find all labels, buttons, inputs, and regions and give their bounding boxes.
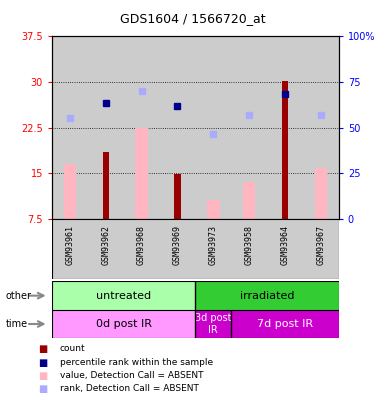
Bar <box>243 182 255 219</box>
Bar <box>174 174 181 219</box>
Bar <box>52 281 195 310</box>
Text: untreated: untreated <box>96 291 151 301</box>
Text: 7d post IR: 7d post IR <box>257 319 313 329</box>
Bar <box>52 36 88 219</box>
Text: ■: ■ <box>38 358 48 368</box>
Bar <box>231 36 267 219</box>
Bar <box>124 219 159 279</box>
Text: GSM93973: GSM93973 <box>209 225 218 265</box>
Bar <box>52 219 88 279</box>
Bar <box>303 219 339 279</box>
Text: ■: ■ <box>38 344 48 354</box>
Bar <box>124 36 159 219</box>
Bar <box>282 81 288 219</box>
Bar <box>52 310 195 338</box>
Bar <box>159 36 196 219</box>
Bar <box>88 219 124 279</box>
Text: GSM93967: GSM93967 <box>316 225 325 265</box>
Bar <box>267 36 303 219</box>
Text: 3d post
IR: 3d post IR <box>195 313 231 335</box>
Text: time: time <box>6 319 28 329</box>
Text: GDS1604 / 1566720_at: GDS1604 / 1566720_at <box>120 12 265 25</box>
Bar <box>315 168 327 219</box>
Bar <box>195 310 231 338</box>
Bar <box>195 219 231 279</box>
Bar <box>195 281 339 310</box>
Text: GSM93969: GSM93969 <box>173 225 182 265</box>
Text: GSM93968: GSM93968 <box>137 225 146 265</box>
Bar <box>88 36 124 219</box>
Text: 0d post IR: 0d post IR <box>96 319 152 329</box>
Text: ■: ■ <box>38 371 48 381</box>
Text: percentile rank within the sample: percentile rank within the sample <box>60 358 213 367</box>
Bar <box>136 128 148 219</box>
Text: GSM93964: GSM93964 <box>281 225 290 265</box>
Bar <box>267 219 303 279</box>
Bar <box>64 164 76 219</box>
Text: count: count <box>60 344 85 353</box>
Text: GSM93958: GSM93958 <box>244 225 254 265</box>
Text: rank, Detection Call = ABSENT: rank, Detection Call = ABSENT <box>60 384 199 393</box>
Bar <box>231 219 267 279</box>
Text: irradiated: irradiated <box>240 291 295 301</box>
Text: GSM93961: GSM93961 <box>65 225 74 265</box>
Bar <box>195 36 231 219</box>
Text: ■: ■ <box>38 384 48 394</box>
Bar <box>207 200 219 219</box>
Text: other: other <box>6 291 32 301</box>
Bar <box>303 36 339 219</box>
Bar <box>231 310 339 338</box>
Text: GSM93962: GSM93962 <box>101 225 110 265</box>
Bar <box>159 219 196 279</box>
Text: value, Detection Call = ABSENT: value, Detection Call = ABSENT <box>60 371 203 380</box>
Bar <box>102 152 109 219</box>
